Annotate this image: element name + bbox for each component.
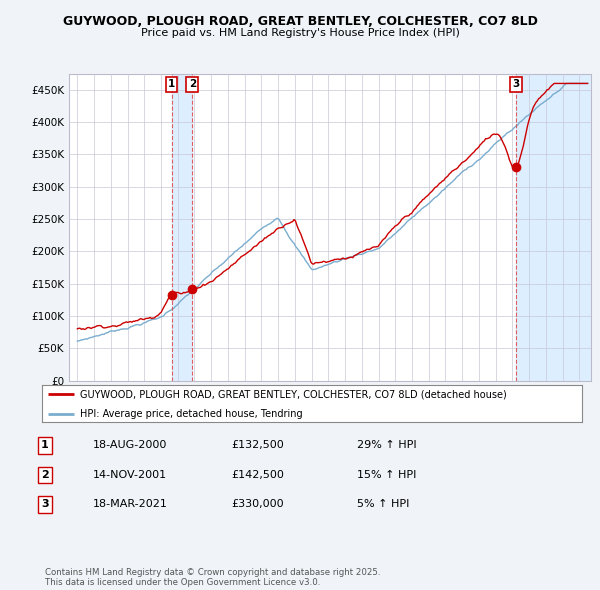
Bar <box>516 74 591 381</box>
Text: 15% ↑ HPI: 15% ↑ HPI <box>357 470 416 480</box>
Text: 1: 1 <box>168 80 175 90</box>
Text: Contains HM Land Registry data © Crown copyright and database right 2025.
This d: Contains HM Land Registry data © Crown c… <box>45 568 380 587</box>
Text: £142,500: £142,500 <box>231 470 284 480</box>
Text: 29% ↑ HPI: 29% ↑ HPI <box>357 441 416 450</box>
Text: Price paid vs. HM Land Registry's House Price Index (HPI): Price paid vs. HM Land Registry's House … <box>140 28 460 38</box>
Text: £330,000: £330,000 <box>231 500 284 509</box>
Text: GUYWOOD, PLOUGH ROAD, GREAT BENTLEY, COLCHESTER, CO7 8LD (detached house): GUYWOOD, PLOUGH ROAD, GREAT BENTLEY, COL… <box>80 389 506 399</box>
Bar <box>172 74 193 381</box>
Text: 18-MAR-2021: 18-MAR-2021 <box>93 500 168 509</box>
Text: £132,500: £132,500 <box>231 441 284 450</box>
Text: 2: 2 <box>188 80 196 90</box>
Text: GUYWOOD, PLOUGH ROAD, GREAT BENTLEY, COLCHESTER, CO7 8LD: GUYWOOD, PLOUGH ROAD, GREAT BENTLEY, COL… <box>62 15 538 28</box>
Text: 1: 1 <box>41 441 49 450</box>
Text: 14-NOV-2001: 14-NOV-2001 <box>93 470 167 480</box>
Text: 3: 3 <box>512 80 520 90</box>
Text: 3: 3 <box>41 500 49 509</box>
Text: 18-AUG-2000: 18-AUG-2000 <box>93 441 167 450</box>
Text: 2: 2 <box>41 470 49 480</box>
Text: 5% ↑ HPI: 5% ↑ HPI <box>357 500 409 509</box>
Text: HPI: Average price, detached house, Tendring: HPI: Average price, detached house, Tend… <box>80 409 302 419</box>
